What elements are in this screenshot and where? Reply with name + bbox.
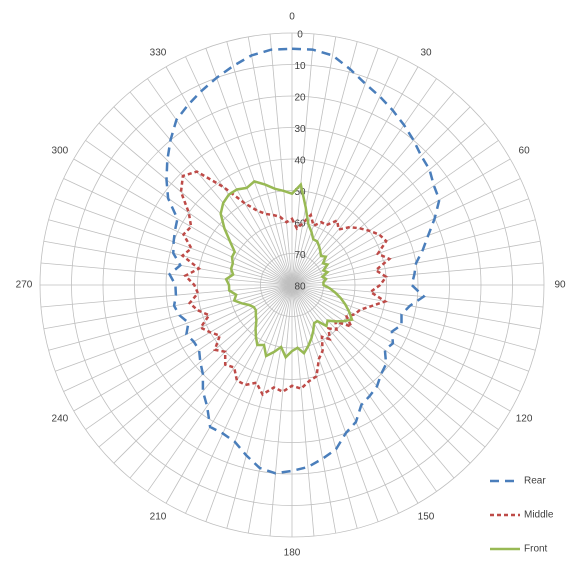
r-tick-label: 70	[294, 250, 306, 261]
angle-label: 330	[150, 48, 167, 59]
r-tick-label: 80	[294, 282, 306, 293]
angle-label: 240	[52, 414, 69, 425]
r-tick-label: 10	[294, 61, 306, 72]
angle-label: 210	[150, 512, 167, 523]
angle-label: 180	[284, 548, 301, 559]
r-tick-label: 0	[297, 30, 303, 41]
r-tick-label: 40	[294, 156, 306, 167]
grid-ring	[39, 32, 545, 538]
grid-ring	[197, 190, 387, 380]
grid-ring	[165, 158, 419, 412]
angle-label: 60	[519, 146, 531, 157]
angle-label: 0	[289, 12, 295, 23]
grid-ring	[102, 95, 482, 475]
angle-label: 300	[52, 146, 69, 157]
series-line	[219, 180, 354, 360]
r-tick-label: 20	[294, 93, 306, 104]
r-tick-label: 30	[294, 124, 306, 135]
legend-label: Middle	[524, 510, 554, 521]
legend-label: Rear	[524, 476, 546, 487]
grid-ring	[134, 127, 450, 443]
grid-ring	[71, 64, 513, 506]
angle-label: 30	[420, 48, 432, 59]
legend-label: Front	[524, 544, 548, 555]
angle-label: 150	[418, 512, 435, 523]
r-tick-label: 50	[294, 187, 306, 198]
angle-label: 90	[554, 280, 566, 291]
angle-label: 270	[16, 280, 33, 291]
series-line	[179, 170, 392, 397]
angle-label: 120	[516, 414, 533, 425]
